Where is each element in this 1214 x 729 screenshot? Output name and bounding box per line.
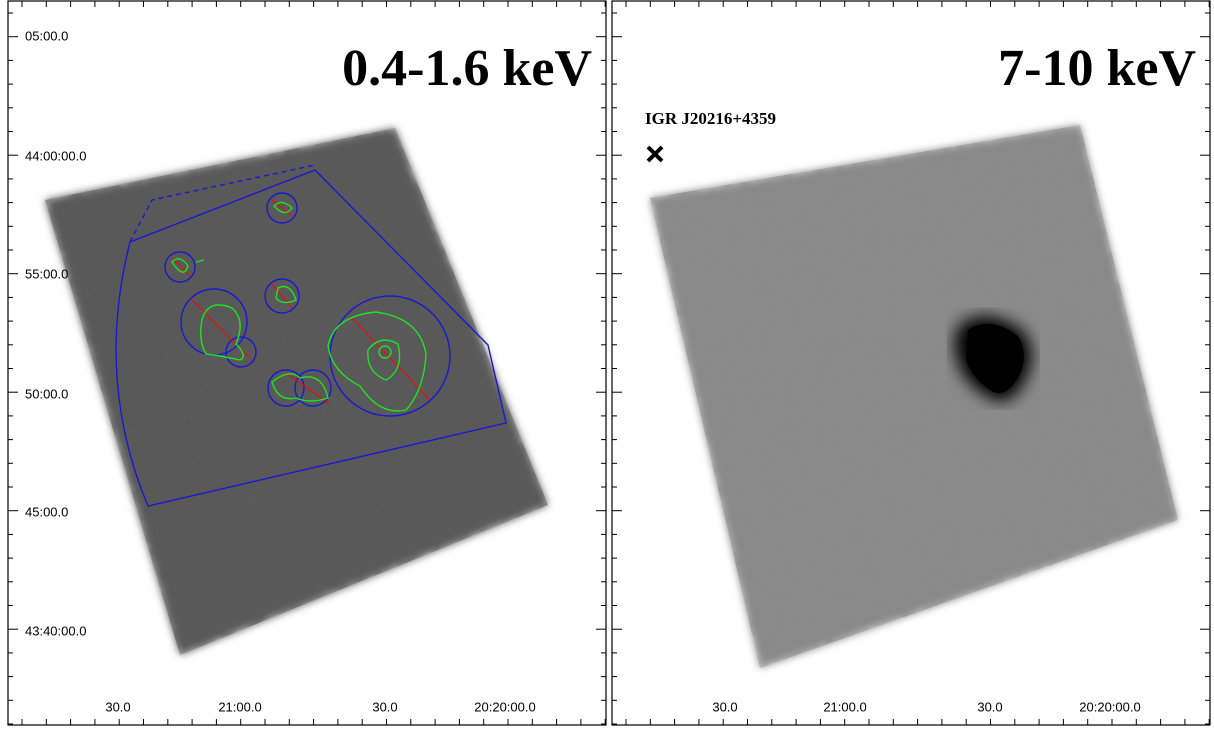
x-tick-label: 30.0 [712,699,737,714]
x-tick-label: 20:20:00.0 [474,699,535,714]
x-axis: 30.0 21:00.0 30.0 20:20:00.0 [712,699,1140,714]
x-tick-label: 20:20:00.0 [1079,699,1140,714]
y-tick-label: 55:00.0 [25,266,68,281]
panel-title: 7-10 keV [998,40,1196,97]
y-tick-label: 45:00.0 [25,504,68,519]
x-tick-label: 30.0 [977,699,1002,714]
panel-hard: 7-10 keV IGR J20216+4359 30.0 21:00.0 30… [612,1,1210,725]
figure: 0.4-1.6 keV 05:00.0 44:00:00.0 55:00.0 5… [0,0,1214,729]
y-tick-label: 05:00.0 [25,28,68,43]
y-tick-label: 43:40:00.0 [25,623,86,638]
y-tick-label: 50:00.0 [25,386,68,401]
y-axis: 05:00.0 44:00:00.0 55:00.0 50:00.0 45:00… [25,28,86,638]
x-tick-label: 21:00.0 [823,699,866,714]
y-tick-label: 44:00:00.0 [25,148,86,163]
x-tick-label: 30.0 [105,699,130,714]
x-axis: 30.0 21:00.0 30.0 20:20:00.0 [105,699,535,714]
x-tick-label: 30.0 [372,699,397,714]
panel-title: 0.4-1.6 keV [342,40,592,97]
x-tick-label: 21:00.0 [218,699,261,714]
panel-soft: 0.4-1.6 keV 05:00.0 44:00:00.0 55:00.0 5… [8,1,606,725]
source-label: IGR J20216+4359 [645,109,776,128]
xray-image [650,125,1178,668]
source-marker [648,147,662,161]
